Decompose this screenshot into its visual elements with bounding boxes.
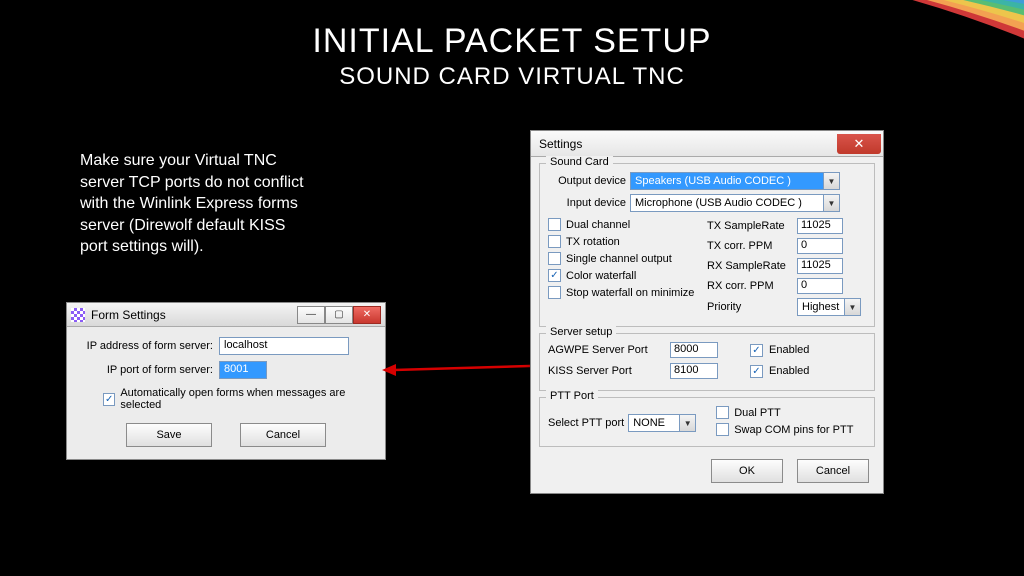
color-waterfall-checkbox[interactable]: ✓ [548, 269, 561, 282]
body-paragraph: Make sure your Virtual TNC server TCP po… [80, 150, 310, 258]
dual-ptt-checkbox[interactable] [716, 406, 729, 419]
kiss-enabled-label: Enabled [769, 365, 809, 377]
priority-value: Highest [798, 301, 844, 313]
auto-open-checkbox[interactable]: ✓ [103, 393, 115, 406]
color-waterfall-label: Color waterfall [566, 270, 636, 282]
dual-ptt-label: Dual PTT [734, 407, 780, 419]
form-settings-titlebar[interactable]: Form Settings — ▢ ✕ [67, 303, 385, 327]
app-icon [71, 308, 85, 322]
save-button[interactable]: Save [126, 423, 212, 447]
slide-subtitle: SOUND CARD VIRTUAL TNC [0, 63, 1024, 91]
select-ptt-label: Select PTT port [548, 417, 624, 429]
swap-com-checkbox[interactable] [716, 423, 729, 436]
input-device-label: Input device [548, 197, 626, 209]
rx-samplerate-label: RX SampleRate [707, 260, 797, 272]
output-device-value: Speakers (USB Audio CODEC ) [631, 175, 823, 187]
chevron-down-icon: ▼ [844, 299, 860, 315]
settings-window: Settings ✕ Sound Card Output device Spea… [530, 130, 884, 494]
tx-rotation-label: TX rotation [566, 236, 620, 248]
settings-titlebar[interactable]: Settings ✕ [531, 131, 883, 157]
priority-combo[interactable]: Highest ▼ [797, 298, 861, 316]
ip-address-label: IP address of form server: [79, 340, 219, 352]
dual-channel-checkbox[interactable] [548, 218, 561, 231]
rx-ppm-label: RX corr. PPM [707, 280, 797, 292]
cancel-button[interactable]: Cancel [240, 423, 326, 447]
settings-title: Settings [539, 137, 837, 151]
ptt-port-group-label: PTT Port [546, 390, 598, 402]
stop-waterfall-checkbox[interactable] [548, 286, 561, 299]
form-settings-window: Form Settings — ▢ ✕ IP address of form s… [66, 302, 386, 460]
rx-ppm-field[interactable]: 0 [797, 278, 843, 294]
tx-ppm-field[interactable]: 0 [797, 238, 843, 254]
sound-card-group: Sound Card Output device Speakers (USB A… [539, 163, 875, 327]
ptt-port-group: PTT Port Select PTT port NONE ▼ Dual PTT… [539, 397, 875, 447]
select-ptt-value: NONE [629, 417, 679, 429]
tx-rotation-checkbox[interactable] [548, 235, 561, 248]
ip-port-label: IP port of form server: [79, 364, 219, 376]
chevron-down-icon: ▼ [823, 195, 839, 211]
single-channel-checkbox[interactable] [548, 252, 561, 265]
dual-channel-label: Dual channel [566, 219, 630, 231]
close-button[interactable]: ✕ [353, 306, 381, 324]
rx-samplerate-field[interactable]: 11025 [797, 258, 843, 274]
sound-card-group-label: Sound Card [546, 156, 613, 168]
single-channel-label: Single channel output [566, 253, 672, 265]
input-device-value: Microphone (USB Audio CODEC ) [631, 197, 823, 209]
kiss-enabled-checkbox[interactable]: ✓ [750, 365, 763, 378]
priority-label: Priority [707, 301, 797, 313]
output-device-combo[interactable]: Speakers (USB Audio CODEC ) ▼ [630, 172, 840, 190]
agwpe-enabled-checkbox[interactable]: ✓ [750, 344, 763, 357]
auto-open-label: Automatically open forms when messages a… [120, 387, 373, 411]
tx-samplerate-label: TX SampleRate [707, 220, 797, 232]
chevron-down-icon: ▼ [823, 173, 839, 189]
settings-cancel-button[interactable]: Cancel [797, 459, 869, 483]
swap-com-label: Swap COM pins for PTT [734, 424, 853, 436]
minimize-button[interactable]: — [297, 306, 325, 324]
server-setup-group-label: Server setup [546, 326, 616, 338]
ok-button[interactable]: OK [711, 459, 783, 483]
select-ptt-combo[interactable]: NONE ▼ [628, 414, 696, 432]
form-settings-title: Form Settings [91, 308, 297, 322]
chevron-down-icon: ▼ [679, 415, 695, 431]
tx-ppm-label: TX corr. PPM [707, 240, 797, 252]
ip-address-field[interactable]: localhost [219, 337, 349, 355]
close-button[interactable]: ✕ [837, 134, 881, 154]
agwpe-port-label: AGWPE Server Port [548, 344, 664, 356]
stop-waterfall-label: Stop waterfall on minimize [566, 287, 694, 299]
output-device-label: Output device [548, 175, 626, 187]
kiss-port-label: KISS Server Port [548, 365, 664, 377]
agwpe-port-field[interactable]: 8000 [670, 342, 718, 358]
slide-title: INITIAL PACKET SETUP [0, 22, 1024, 61]
server-setup-group: Server setup AGWPE Server Port 8000 ✓ En… [539, 333, 875, 391]
ip-port-field[interactable]: 8001 [219, 361, 267, 379]
kiss-port-field[interactable]: 8100 [670, 363, 718, 379]
agwpe-enabled-label: Enabled [769, 344, 809, 356]
maximize-button[interactable]: ▢ [325, 306, 353, 324]
tx-samplerate-field[interactable]: 11025 [797, 218, 843, 234]
input-device-combo[interactable]: Microphone (USB Audio CODEC ) ▼ [630, 194, 840, 212]
